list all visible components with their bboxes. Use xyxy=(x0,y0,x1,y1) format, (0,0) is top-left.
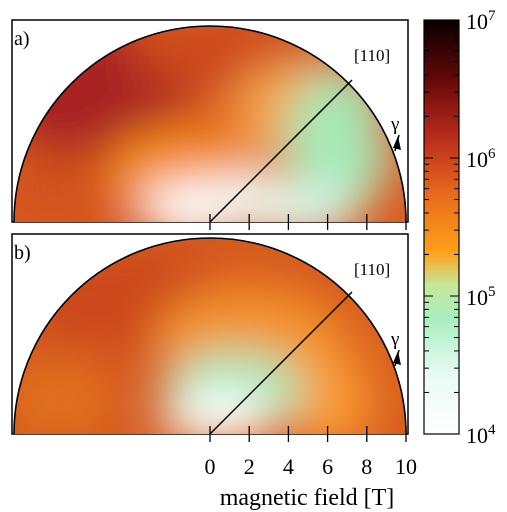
x-tick-label: 4 xyxy=(283,454,294,479)
panel-a-direction-label: [110] xyxy=(354,46,390,65)
panel-b-angle-arrowhead xyxy=(393,351,401,365)
x-tick-label: 0 xyxy=(205,454,216,479)
colorbar-tick-label: 107 xyxy=(466,8,496,34)
panel-b-direction-label: [110] xyxy=(354,260,390,279)
colorbar: 104 105 106 107 xyxy=(423,8,496,448)
panel-a-direction-line xyxy=(209,79,353,223)
panel-b-direction-line xyxy=(209,291,353,435)
panel-a-arc xyxy=(13,25,407,223)
panel-b-label: b) xyxy=(14,242,31,264)
panel-a: a) [110] γ xyxy=(11,19,409,230)
colorbar-labels: 104 105 106 107 xyxy=(466,8,496,448)
colorbar-tick-label: 105 xyxy=(466,284,496,310)
x-tick-label: 6 xyxy=(322,454,333,479)
colorbar-tick-label: 106 xyxy=(466,146,496,172)
panel-b-arc xyxy=(13,237,407,435)
x-tick-label: 10 xyxy=(395,454,417,479)
panel-a-angle-label: γ xyxy=(390,114,399,135)
colorbar-bar xyxy=(423,19,460,435)
panel-b-ticks xyxy=(209,426,407,442)
x-axis: 0 2 4 6 8 10 xyxy=(205,454,418,479)
x-tick-label: 8 xyxy=(361,454,372,479)
panel-a-ticks xyxy=(209,214,407,230)
panel-b-angle-label: γ xyxy=(390,329,399,350)
colorbar-tick-label: 104 xyxy=(466,422,496,448)
panel-b: b) [110] γ xyxy=(11,233,409,442)
colorbar-ticks xyxy=(424,25,459,435)
x-axis-label: magnetic field [T] xyxy=(220,485,395,511)
x-tick-label: 2 xyxy=(244,454,255,479)
panel-a-label: a) xyxy=(14,28,30,50)
panel-a-angle-arrowhead xyxy=(393,136,401,150)
